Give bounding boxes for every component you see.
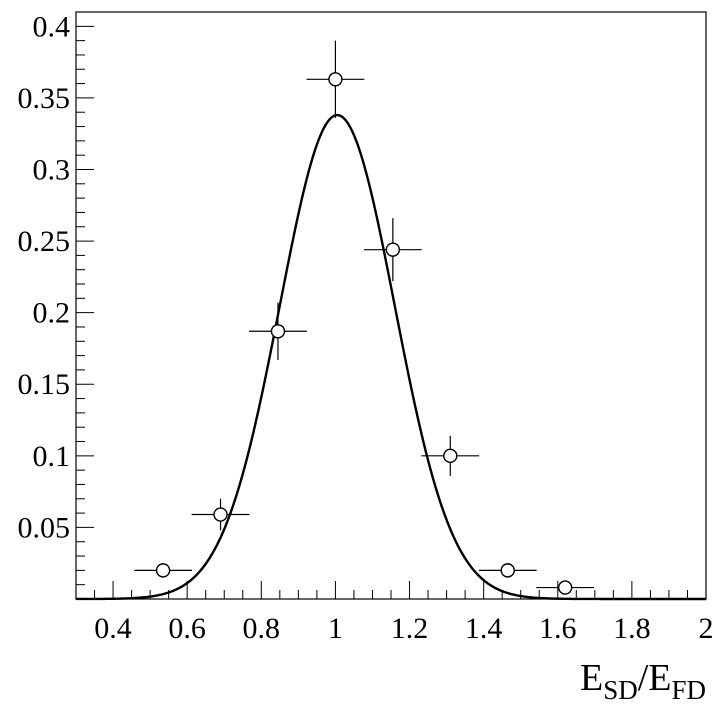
y-axis-ticks: 0.05 0.1 0.15 0.2 0.25 0.3 0.35 0.4 bbox=[18, 10, 94, 586]
x-axis-label-separator: /E bbox=[638, 657, 672, 699]
data-point bbox=[478, 563, 537, 578]
x-axis-label-main-1: E bbox=[580, 657, 603, 699]
data-point bbox=[421, 435, 480, 476]
x-tick-label: 1.8 bbox=[613, 612, 651, 645]
x-axis-label-sub-1: SD bbox=[603, 675, 638, 704]
data-point bbox=[306, 40, 365, 118]
point-marker bbox=[385, 242, 401, 257]
y-tick-label: 0.4 bbox=[33, 10, 71, 43]
point-marker bbox=[443, 448, 458, 464]
point-marker bbox=[557, 580, 573, 595]
x-axis-label: ESD/EFD bbox=[580, 657, 706, 704]
plot-frame bbox=[75, 11, 707, 600]
x-tick-label: 1.4 bbox=[465, 612, 503, 645]
data-points-layer bbox=[134, 40, 595, 595]
y-tick-label: 0.15 bbox=[18, 368, 71, 401]
x-tick-label: 1.2 bbox=[391, 612, 429, 645]
data-point bbox=[191, 498, 250, 531]
data-point bbox=[363, 218, 422, 282]
data-point bbox=[134, 563, 192, 578]
point-marker bbox=[270, 324, 286, 339]
point-marker bbox=[213, 507, 228, 522]
x-tick-label: 0.8 bbox=[243, 612, 281, 645]
gaussian-fit-curve bbox=[76, 113, 706, 601]
point-marker bbox=[328, 72, 343, 87]
y-tick-label: 0.35 bbox=[18, 82, 71, 115]
y-tick-label: 0.1 bbox=[33, 440, 71, 473]
plot-area bbox=[75, 11, 707, 600]
x-axis-label-sub-2: FD bbox=[671, 675, 706, 704]
x-tick-label: 0.6 bbox=[168, 612, 206, 645]
y-tick-label: 0.05 bbox=[18, 511, 71, 544]
x-axis-ticks: 0.4 0.6 0.8 1 1.2 1.4 1.6 1.8 2 bbox=[75, 581, 714, 645]
data-point bbox=[249, 302, 307, 360]
fit-layer bbox=[76, 113, 706, 601]
x-tick-label: 2 bbox=[699, 612, 714, 645]
y-tick-label: 0.3 bbox=[33, 153, 71, 186]
x-tick-label: 1.6 bbox=[539, 612, 577, 645]
x-tick-label: 1 bbox=[328, 612, 343, 645]
data-point bbox=[536, 580, 595, 595]
point-marker bbox=[500, 563, 515, 578]
x-tick-label: 0.4 bbox=[94, 612, 132, 645]
y-tick-label: 0.25 bbox=[18, 225, 71, 258]
point-marker bbox=[155, 563, 171, 578]
y-tick-label: 0.2 bbox=[33, 297, 71, 330]
